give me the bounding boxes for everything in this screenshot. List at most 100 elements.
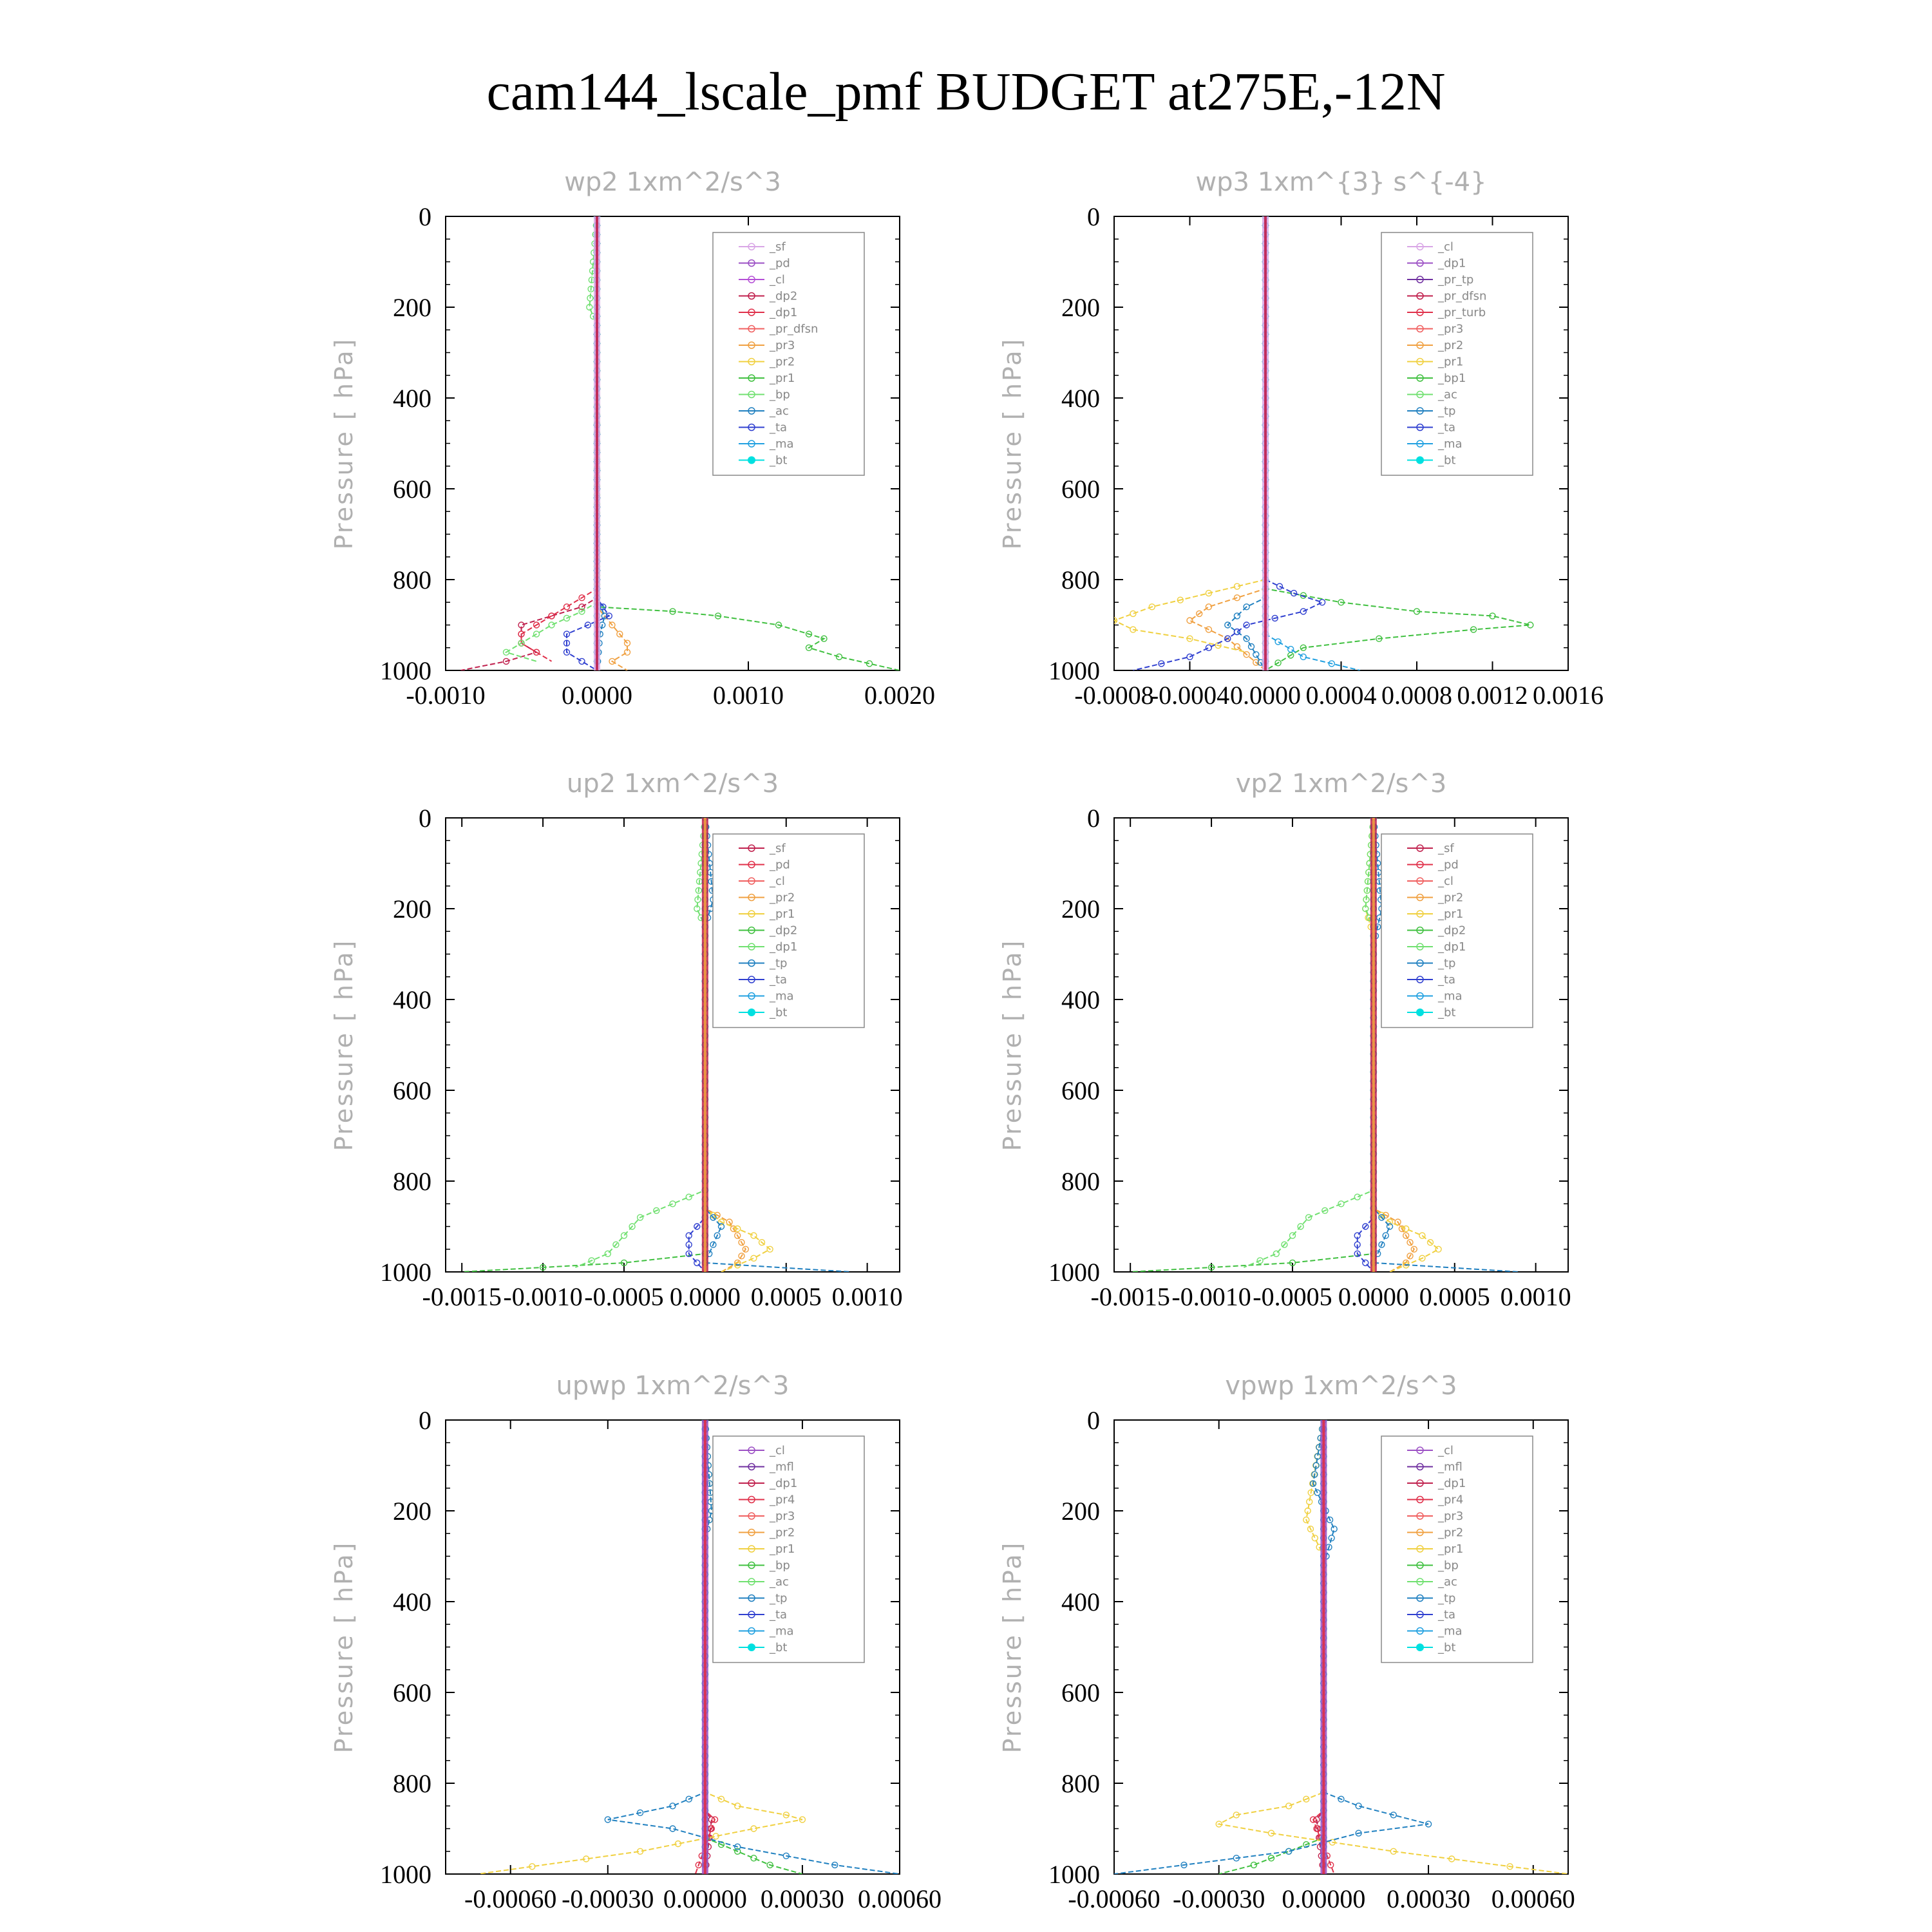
- series-point-pr2: [738, 1238, 745, 1246]
- series-point-ta: [1290, 589, 1298, 597]
- legend-label-ta: _ta: [1437, 421, 1455, 435]
- y-tick-label: 400: [393, 985, 431, 1014]
- series-point-tp: [714, 1232, 721, 1239]
- legend-marker-pr_tp: [1416, 276, 1424, 283]
- legend-label-cl: _cl: [769, 1444, 785, 1457]
- x-tick-label: -0.0015: [422, 1282, 502, 1311]
- y-tick-label: 0: [1087, 804, 1100, 833]
- legend-label-pr_dfsn: _pr_dfsn: [1437, 290, 1486, 303]
- legend-marker-ma: [748, 992, 755, 1000]
- chart-panel-5: upwp 1xm^2/s^3 Pressure [ hPa] -0.00060 -0.…: [330, 1371, 942, 1913]
- series-point-tp: [1355, 1803, 1362, 1810]
- series-point-pr1: [866, 660, 873, 667]
- legend-label-bp: _bp: [769, 388, 790, 402]
- legend-label-pr3: _pr3: [1437, 1510, 1463, 1523]
- series-point-pr1: [1311, 1535, 1319, 1542]
- series-point-pr1: [1448, 1855, 1455, 1862]
- legend-label-pr_turb: _pr_turb: [1437, 306, 1486, 319]
- x-tick-label: -0.0008: [1074, 681, 1153, 710]
- series-point-ta: [1354, 1250, 1361, 1258]
- legend-label-ma: _ma: [769, 1625, 794, 1638]
- legend-label-bt: _bt: [1437, 454, 1455, 468]
- legend-marker-pr2: [1416, 893, 1424, 902]
- series-point-ta: [584, 621, 592, 629]
- chart-panel-1: wp2 1xm^2/s^3 Pressure [ hPa] -0.0010 0.000…: [330, 167, 935, 710]
- y-tick-label: 400: [393, 1587, 431, 1616]
- legend-marker-tp: [748, 1594, 755, 1602]
- legend-marker-ac: [748, 407, 755, 415]
- series-point-pr1: [750, 1825, 757, 1832]
- x-tick-label: 0.00030: [761, 1884, 844, 1913]
- y-tick-label: 1000: [380, 656, 431, 685]
- series-point-pr1: [1303, 1795, 1310, 1803]
- legend-marker-pr4: [1416, 1495, 1424, 1504]
- series-point-tp: [1224, 621, 1231, 629]
- legend-label-pr1: _pr1: [1437, 355, 1463, 369]
- series-point-dp1: [1321, 1207, 1329, 1215]
- y-tick-label: 1000: [1048, 656, 1100, 685]
- series-point-dp1: [612, 1241, 620, 1248]
- series-point-dp2: [620, 1259, 628, 1267]
- series-point-dp1: [518, 630, 525, 638]
- series-point-bp1: [1489, 612, 1496, 620]
- legend-label-pr3: _pr3: [1437, 323, 1463, 336]
- series-point-pr1: [775, 621, 782, 629]
- series-point-tp: [1425, 1821, 1432, 1828]
- legend-label-pr1: _pr1: [769, 1542, 795, 1556]
- y-tick-label: 600: [1061, 475, 1100, 504]
- series-point-pr1: [1329, 1839, 1336, 1846]
- series-point-ta: [578, 658, 585, 665]
- legend-label-ma: _ma: [769, 437, 794, 451]
- legend-marker-ta: [1416, 976, 1424, 983]
- x-tick-label: -0.00060: [1068, 1884, 1160, 1913]
- y-tick-label: 200: [393, 293, 431, 322]
- legend-label-dp1: _dp1: [1437, 257, 1466, 270]
- legend-label-bt: _bt: [1437, 1641, 1455, 1654]
- series-point-tp: [1314, 1489, 1321, 1497]
- x-tick-label: 0.0000: [1338, 1282, 1409, 1311]
- series-point-ta: [1354, 1232, 1361, 1239]
- legend-marker-tp: [1416, 1594, 1424, 1602]
- legend-marker-sf: [1416, 844, 1424, 852]
- legend-marker-pr_dfsn: [748, 325, 755, 333]
- y-tick-label: 200: [1061, 293, 1100, 322]
- series-point-pr1: [636, 1848, 644, 1855]
- legend-marker-dp1: [748, 943, 755, 951]
- series-line-pr1: [1217, 1420, 1568, 1874]
- series-point-pr2: [1205, 626, 1213, 633]
- y-axis-label: Pressure [ hPa]: [998, 337, 1027, 550]
- series-point-ta: [694, 1223, 701, 1230]
- y-tick-label: 0: [419, 202, 431, 231]
- x-tick-label: 0.00060: [858, 1884, 942, 1913]
- legend-marker-pr1: [748, 374, 755, 382]
- series-line-ta: [1133, 216, 1324, 670]
- x-tick-label: 0.0012: [1457, 681, 1528, 710]
- series-point-ta: [685, 1241, 692, 1248]
- legend-label-bp: _bp: [1437, 1559, 1459, 1573]
- series-point-tp: [1311, 1471, 1318, 1478]
- series-point-pr1: [782, 1812, 790, 1819]
- legend-label-ac: _ac: [769, 404, 789, 418]
- legend-marker-ma: [1416, 992, 1424, 1000]
- legend-marker-bp1: [1416, 374, 1424, 382]
- chart-panel-6: vpwp 1xm^2/s^3 Pressure [ hPa] -0.00060 -0.…: [998, 1371, 1575, 1913]
- legend-marker-dp1: [748, 308, 755, 316]
- panel-title: wp3 1xm^{3} s^{-4}: [1195, 167, 1486, 197]
- legend-marker-pr1: [1416, 1545, 1424, 1553]
- legend-label-pr4: _pr4: [769, 1493, 795, 1507]
- series-point-pr1: [766, 1245, 773, 1253]
- legend-label-dp2: _dp2: [769, 290, 797, 303]
- series-point-ta: [1233, 628, 1241, 636]
- legend-label-tp: _tp: [1437, 404, 1455, 418]
- legend-label-mfl: _mfl: [1437, 1461, 1463, 1474]
- legend-label-dp1: _dp1: [769, 940, 797, 954]
- series-point-dp1: [694, 896, 701, 904]
- legend-marker-ma: [748, 440, 755, 448]
- legend-marker-dp2: [748, 292, 755, 300]
- series-point-tp: [831, 1861, 838, 1869]
- legend-marker-pr2: [1416, 341, 1424, 349]
- series-point-pr4: [708, 1825, 715, 1832]
- series-point-ta: [685, 1250, 692, 1258]
- legend-marker-sf: [748, 844, 755, 852]
